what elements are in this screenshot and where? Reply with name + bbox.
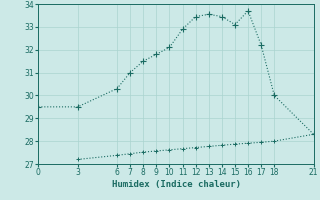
X-axis label: Humidex (Indice chaleur): Humidex (Indice chaleur): [111, 180, 241, 189]
